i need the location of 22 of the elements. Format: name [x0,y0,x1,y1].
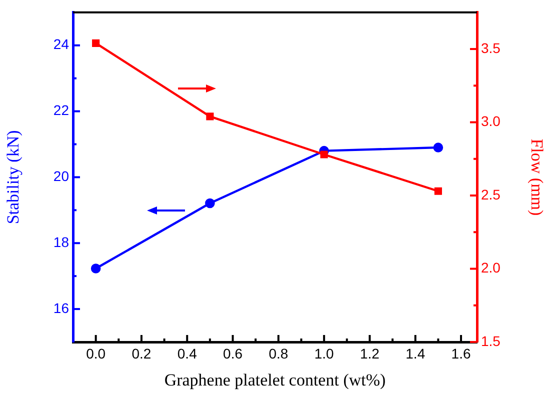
y-tick-label: 24 [53,36,70,52]
y-tick-label: 22 [53,102,70,118]
x-tick-label: 0.2 [132,345,152,362]
y2-axis-title: Flow (mm) [527,138,546,216]
x-tick-label: 0.0 [86,345,106,362]
x-tick-label: 1.2 [360,345,380,362]
y2-tick-label: 3.5 [481,40,501,56]
x-tick-label: 1.4 [406,345,426,362]
y2-tick-label: 1.5 [481,332,501,349]
y-axis-title: Stability (kN) [4,130,23,224]
x-tick-label: 0.8 [268,345,288,362]
y-tick-label: 18 [53,234,70,250]
y2-tick-label: 3.0 [481,113,501,130]
y-tick-label: 16 [53,300,70,316]
x-tick-label: 0.6 [223,345,243,362]
y2-tick-label: 2.5 [481,186,501,202]
x-axis-title: Graphene platelet content (wt%) [164,370,386,390]
y-tick-label: 20 [53,168,70,184]
y2-tick-label: 2.0 [481,260,501,276]
x-tick-label: 1.6 [451,345,471,362]
x-tick-label: 0.4 [177,345,198,362]
x-tick-label: 1.0 [314,345,334,362]
